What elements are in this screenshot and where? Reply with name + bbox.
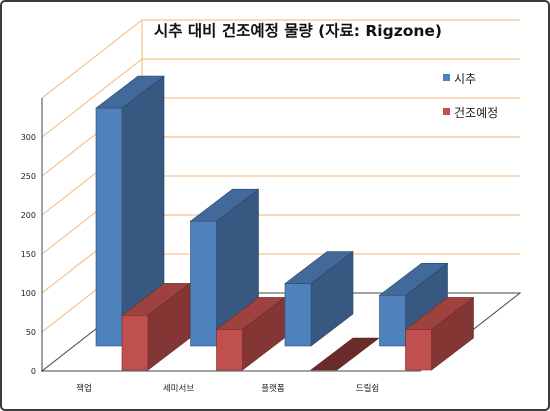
x-tick-label: 드릴쉽 [356, 383, 379, 394]
y-tick-label: 150 [21, 250, 36, 259]
bar-건조예정 [310, 337, 380, 371]
legend-label: 건조예정 [454, 106, 498, 120]
x-axis: 잭업 세미서브 플랫폼 드릴쉽 [76, 383, 379, 394]
legend-swatch [443, 74, 450, 81]
bar-시추 [379, 294, 406, 347]
bar-건조예정 [405, 329, 432, 371]
bar-시추 [95, 107, 123, 347]
bar-건조예정 [216, 329, 243, 371]
x-tick-label: 잭업 [76, 383, 92, 394]
y-tick-label: 200 [21, 211, 36, 220]
gridline [41, 58, 520, 138]
legend-label: 시추 [454, 72, 476, 86]
bar-시추 [284, 283, 312, 347]
bar-건조예정 [121, 315, 149, 371]
x-tick-label: 세미서브 [163, 384, 194, 394]
chart-title: 시추 대비 건조예정 물량 (자료: Rigzone) [154, 21, 442, 40]
legend-swatch [443, 108, 450, 115]
y-tick-label: 250 [21, 172, 36, 181]
y-tick-label: 100 [21, 289, 36, 298]
y-tick-label: 0 [31, 367, 36, 376]
y-tick-label: 300 [21, 133, 36, 142]
bar-시추 [190, 220, 217, 347]
y-axis: 0 50 100 150 200 250 300 [21, 133, 36, 376]
x-tick-label: 플랫폼 [261, 383, 285, 394]
y-tick-label: 50 [26, 328, 36, 337]
bars [95, 75, 475, 371]
